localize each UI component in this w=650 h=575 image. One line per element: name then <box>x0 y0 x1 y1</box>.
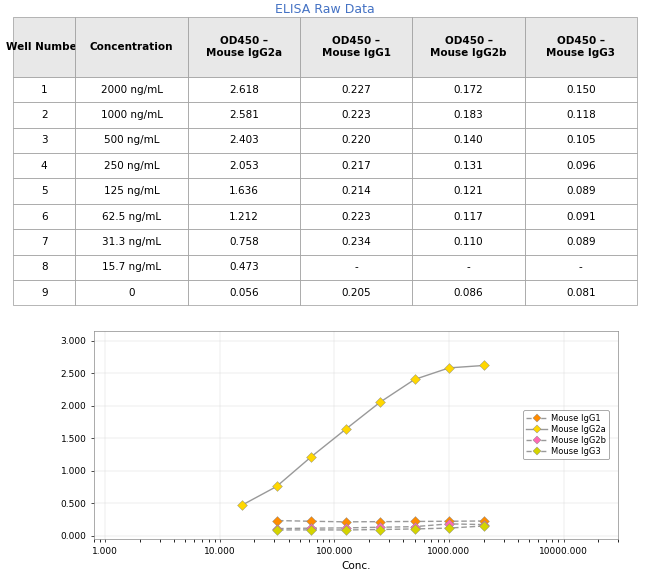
Point <box>341 425 351 434</box>
Point <box>410 375 420 384</box>
Point <box>410 517 420 526</box>
Legend: Mouse IgG1, Mouse IgG2a, Mouse IgG2b, Mouse IgG3: Mouse IgG1, Mouse IgG2a, Mouse IgG2b, Mo… <box>523 411 609 459</box>
Point <box>444 363 454 373</box>
Point <box>272 482 282 491</box>
Point <box>375 523 385 532</box>
Point <box>444 523 454 532</box>
X-axis label: Conc.: Conc. <box>341 561 371 571</box>
Point <box>478 516 489 526</box>
Point <box>306 524 316 533</box>
Point <box>375 525 385 534</box>
Point <box>237 500 248 509</box>
Point <box>375 517 385 526</box>
Point <box>306 517 316 526</box>
Point <box>410 524 420 534</box>
Point <box>272 526 282 535</box>
Point <box>478 520 489 529</box>
Title: ELISA Raw Data: ELISA Raw Data <box>275 3 375 16</box>
Point <box>410 522 420 531</box>
Point <box>444 519 454 528</box>
Point <box>272 516 282 525</box>
Point <box>478 522 489 531</box>
Point <box>444 517 454 526</box>
Point <box>272 524 282 533</box>
Point <box>341 518 351 527</box>
Point <box>306 453 316 462</box>
Point <box>478 361 489 370</box>
Point <box>306 525 316 534</box>
Point <box>341 523 351 532</box>
Point <box>375 398 385 407</box>
Point <box>341 526 351 535</box>
